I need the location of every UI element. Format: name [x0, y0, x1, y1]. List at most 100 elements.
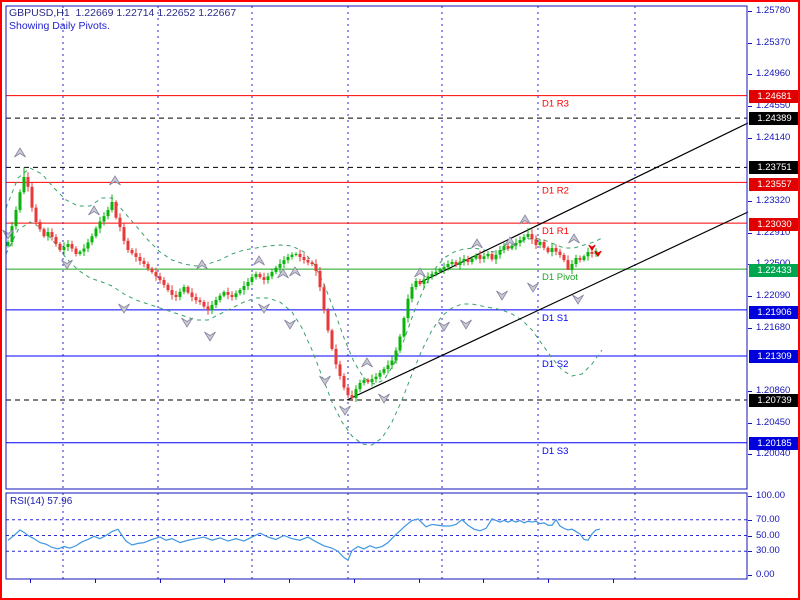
candle-body	[402, 318, 406, 337]
time-axis-tick	[289, 579, 290, 583]
candle-body	[422, 279, 426, 284]
candle-body	[138, 256, 142, 261]
rsi-axis-label: 30.00	[756, 545, 780, 557]
candle-body	[558, 251, 562, 255]
candle-body	[294, 253, 298, 255]
price-axis-label: 1.20450	[756, 417, 791, 428]
candle-body	[126, 240, 130, 251]
candle-body	[146, 264, 150, 269]
candle-body	[118, 217, 122, 228]
candle-body	[102, 216, 106, 222]
candle-body	[446, 264, 450, 268]
candle-body	[210, 304, 214, 311]
candle-body	[322, 287, 326, 311]
price-pane-frame	[5, 5, 748, 490]
price-axis-label: 1.25780	[756, 5, 791, 16]
candle-body	[338, 364, 342, 376]
candle-body	[142, 260, 146, 264]
candle-body	[362, 379, 366, 383]
price-level-badge: 1.23557	[749, 178, 798, 191]
candle-body	[106, 209, 110, 217]
candle-body	[50, 232, 54, 237]
candle-body	[406, 298, 410, 319]
candle-body	[214, 299, 218, 305]
candle-body	[302, 257, 306, 260]
fractal-down-arrow-icon	[496, 290, 508, 301]
time-axis-tick	[95, 579, 96, 583]
fractal-down-arrow-icon	[588, 244, 596, 252]
candle-body	[278, 264, 282, 268]
rsi-axis-tick	[748, 551, 752, 553]
candle-body	[442, 267, 446, 270]
candle-body	[46, 232, 50, 237]
candle-body	[290, 254, 294, 257]
candle-body	[238, 290, 242, 294]
candle-body	[458, 261, 462, 266]
fractal-up-arrow-icon	[361, 357, 373, 368]
price-axis-tick	[748, 423, 752, 424]
pivot-label: D1 R2	[542, 185, 569, 196]
candle-body	[550, 248, 554, 253]
pivot-label: D1 S1	[542, 313, 568, 324]
candle-body	[170, 290, 174, 295]
candle-body	[566, 260, 570, 270]
fractal-up-arrow-icon	[277, 268, 289, 279]
candle-body	[86, 242, 90, 249]
time-axis-tick	[548, 579, 549, 583]
price-level-badge: 1.22433	[749, 264, 798, 277]
fractal-down-arrow-icon	[572, 294, 584, 305]
price-axis-tick	[748, 296, 752, 297]
candle-body	[486, 253, 490, 257]
price-axis[interactable]: 1.25780 1.25370 1.24960 1.24550 1.24140 1.233…	[748, 2, 798, 580]
candle-body	[194, 296, 198, 301]
candle-body	[266, 276, 270, 280]
candle-body	[590, 252, 594, 254]
candle-body	[538, 241, 542, 246]
rsi-axis-tick	[748, 575, 752, 576]
time-axis-tick	[354, 579, 355, 583]
price-axis-label: 1.23320	[756, 195, 791, 206]
candle-body	[358, 382, 362, 390]
symbol-period-label: GBPUSD,H1	[9, 7, 70, 19]
candle-body	[250, 277, 254, 282]
quote-low: 1.22652	[157, 7, 196, 19]
pivot-label: D1 S2	[542, 359, 568, 370]
price-level-badge: 1.24681	[749, 90, 798, 103]
candle-body	[306, 259, 310, 263]
rsi-line	[7, 518, 601, 561]
candle-body	[122, 227, 126, 241]
candle-body	[518, 240, 522, 243]
fractal-down-arrow-icon	[527, 282, 539, 293]
candle-body	[262, 277, 266, 280]
candle-body	[182, 287, 186, 292]
candle-body	[242, 286, 246, 291]
candle-body	[334, 348, 338, 365]
candle-body	[378, 372, 382, 377]
time-axis-tick	[30, 579, 31, 583]
fractal-up-arrow-icon	[289, 266, 301, 277]
candle-body	[470, 258, 474, 262]
price-axis-tick	[748, 74, 752, 75]
fractal-down-arrow-icon	[319, 375, 331, 386]
fractal-up-arrow-icon	[253, 255, 265, 266]
candle-body	[166, 284, 170, 291]
rsi-indicator-label: RSI(14) 57.96	[10, 496, 73, 507]
candle-body	[130, 250, 134, 254]
pivot-label: D1 R1	[542, 226, 569, 237]
price-level-badge: 1.23030	[749, 218, 798, 231]
candle-body	[282, 260, 286, 264]
candle-body	[506, 246, 510, 249]
fractal-down-arrow-icon	[181, 317, 193, 328]
candle-body	[570, 264, 574, 270]
candle-body	[426, 276, 430, 280]
fractal-up-arrow-icon	[568, 233, 580, 244]
time-axis-tick	[613, 579, 614, 583]
candle-body	[18, 192, 22, 210]
price-axis-label: 1.24140	[756, 132, 791, 143]
candle-body	[174, 294, 178, 297]
indicator-note: Showing Daily Pivots.	[9, 20, 110, 32]
time-axis[interactable]: 12 May 202013 May 02:0013 May 18:0014 Ma…	[2, 579, 798, 598]
candle-body	[578, 257, 582, 260]
